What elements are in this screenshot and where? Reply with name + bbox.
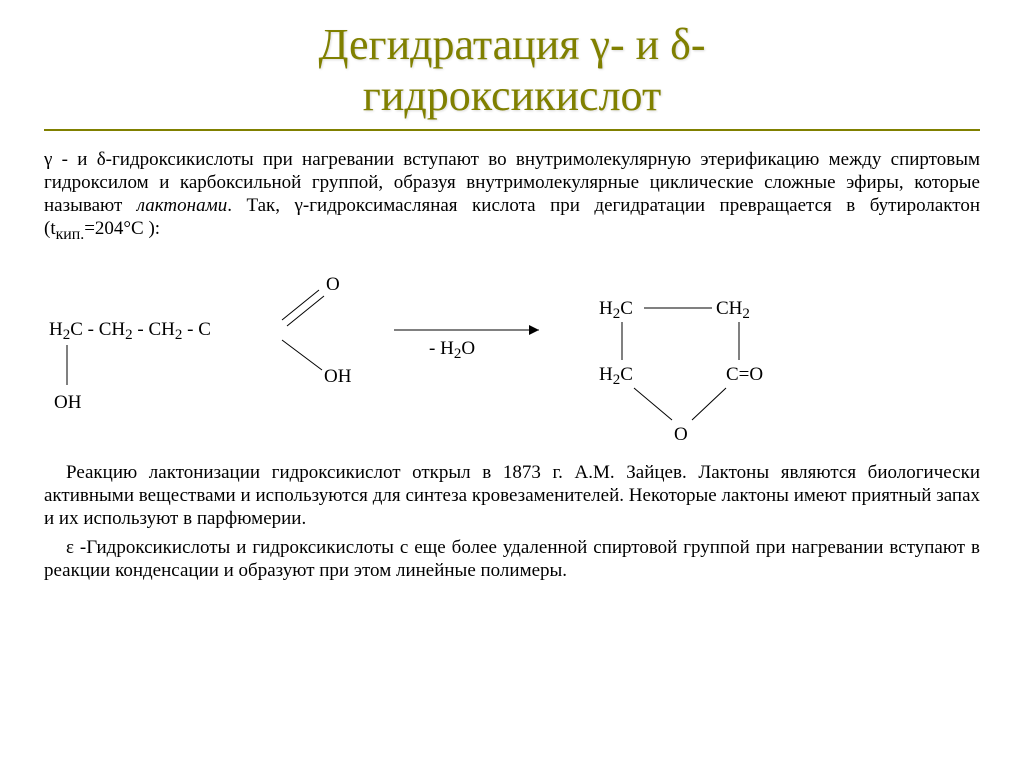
prod-h2c-bl: H2C — [599, 364, 633, 388]
slide: Дегидратация γ- и δ- гидроксикислот γ - … — [0, 0, 1024, 767]
prod-h2c-tl: H2C — [599, 298, 633, 322]
paragraph-1: γ - и δ-гидроксикислоты при нагревании в… — [44, 149, 980, 244]
reaction-diagram: H2C - CH2 - CH2 - C O OH OH - H2O H2C CH… — [44, 250, 980, 450]
reactant-oh-bottom: OH — [54, 392, 82, 413]
title-rule — [44, 129, 980, 131]
arrow-label: - H2O — [429, 338, 475, 362]
slide-title: Дегидратация γ- и δ- гидроксикислот — [44, 20, 980, 121]
reactant-o-top: O — [326, 274, 340, 295]
title-line-2: гидроксикислот — [363, 71, 661, 120]
prod-o-bottom: O — [674, 424, 688, 445]
reaction-svg: H2C - CH2 - CH2 - C O OH OH - H2O H2C CH… — [44, 250, 980, 450]
title-line-1: Дегидратация γ- и δ- — [318, 20, 705, 69]
paragraph-2: Реакцию лактонизации гидроксикислот откр… — [44, 462, 980, 530]
reactant-h2c: H2C - CH2 - CH2 - C — [49, 319, 211, 343]
prod-ch2-tr: CH2 — [716, 298, 750, 322]
reactant-oh-right: OH — [324, 366, 352, 387]
prod-c-br: C=O — [726, 364, 763, 385]
paragraph-3: ε -Гидроксикислоты и гидроксикислоты с е… — [44, 537, 980, 583]
